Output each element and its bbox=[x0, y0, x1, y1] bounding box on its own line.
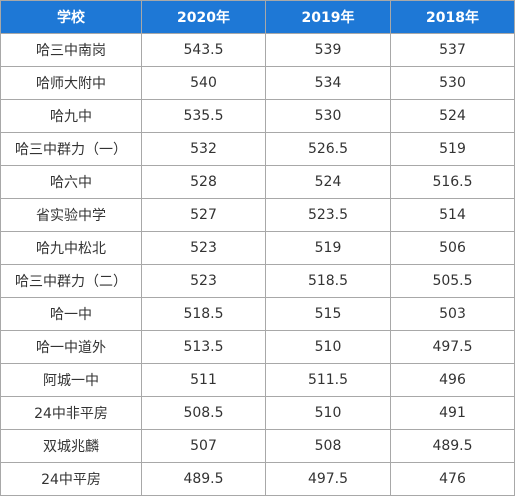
school-cell: 阿城一中 bbox=[0, 363, 142, 397]
score-2020-cell: 527 bbox=[141, 198, 266, 232]
score-2019-cell: 539 bbox=[265, 33, 391, 67]
score-2019-cell: 530 bbox=[265, 99, 391, 133]
score-2018-cell: 530 bbox=[390, 66, 515, 100]
score-2020-cell: 543.5 bbox=[141, 33, 266, 67]
score-2020-cell: 507 bbox=[141, 429, 266, 463]
table-row: 哈一中道外 513.5 510 497.5 bbox=[0, 330, 515, 364]
score-2020-cell: 523 bbox=[141, 264, 266, 298]
header-2019: 2019年 bbox=[265, 0, 391, 34]
score-2019-cell: 519 bbox=[265, 231, 391, 265]
school-cell: 哈九中松北 bbox=[0, 231, 142, 265]
score-2018-cell: 497.5 bbox=[390, 330, 515, 364]
score-2018-cell: 505.5 bbox=[390, 264, 515, 298]
table-row: 24中非平房 508.5 510 491 bbox=[0, 396, 515, 430]
table-row: 哈六中 528 524 516.5 bbox=[0, 165, 515, 199]
school-cell: 哈三中群力（一） bbox=[0, 132, 142, 166]
score-2019-cell: 497.5 bbox=[265, 462, 391, 496]
table-row: 省实验中学 527 523.5 514 bbox=[0, 198, 515, 232]
score-2018-cell: 506 bbox=[390, 231, 515, 265]
school-cell: 哈一中 bbox=[0, 297, 142, 331]
school-cell: 24中平房 bbox=[0, 462, 142, 496]
table-row: 哈三中群力（一） 532 526.5 519 bbox=[0, 132, 515, 166]
table-row: 哈三中群力（二） 523 518.5 505.5 bbox=[0, 264, 515, 298]
table-body: 哈三中南岗 543.5 539 537 哈师大附中 540 534 530 哈九中 535.5 53… bbox=[0, 33, 515, 496]
score-2020-cell: 523 bbox=[141, 231, 266, 265]
score-2018-cell: 537 bbox=[390, 33, 515, 67]
score-2020-cell: 540 bbox=[141, 66, 266, 100]
school-cell: 双城兆麟 bbox=[0, 429, 142, 463]
school-cell: 哈师大附中 bbox=[0, 66, 142, 100]
header-school: 学校 bbox=[0, 0, 142, 34]
table-row: 24中平房 489.5 497.5 476 bbox=[0, 462, 515, 496]
school-cell: 省实验中学 bbox=[0, 198, 142, 232]
header-2020: 2020年 bbox=[141, 0, 266, 34]
school-cell: 24中非平房 bbox=[0, 396, 142, 430]
score-2018-cell: 516.5 bbox=[390, 165, 515, 199]
table-row: 哈九中松北 523 519 506 bbox=[0, 231, 515, 265]
school-cell: 哈三中南岗 bbox=[0, 33, 142, 67]
score-2020-cell: 528 bbox=[141, 165, 266, 199]
score-2018-cell: 476 bbox=[390, 462, 515, 496]
header-row: 学校 2020年 2019年 2018年 bbox=[0, 0, 515, 34]
table-row: 阿城一中 511 511.5 496 bbox=[0, 363, 515, 397]
score-2019-cell: 511.5 bbox=[265, 363, 391, 397]
score-2019-cell: 526.5 bbox=[265, 132, 391, 166]
score-2020-cell: 518.5 bbox=[141, 297, 266, 331]
score-2018-cell: 503 bbox=[390, 297, 515, 331]
score-2019-cell: 510 bbox=[265, 330, 391, 364]
score-2019-cell: 510 bbox=[265, 396, 391, 430]
school-cell: 哈九中 bbox=[0, 99, 142, 133]
school-cell: 哈六中 bbox=[0, 165, 142, 199]
score-2020-cell: 511 bbox=[141, 363, 266, 397]
score-2020-cell: 513.5 bbox=[141, 330, 266, 364]
score-2020-cell: 489.5 bbox=[141, 462, 266, 496]
score-2019-cell: 523.5 bbox=[265, 198, 391, 232]
score-2018-cell: 514 bbox=[390, 198, 515, 232]
score-2018-cell: 491 bbox=[390, 396, 515, 430]
score-2019-cell: 518.5 bbox=[265, 264, 391, 298]
table-row: 哈一中 518.5 515 503 bbox=[0, 297, 515, 331]
score-2020-cell: 508.5 bbox=[141, 396, 266, 430]
school-cell: 哈三中群力（二） bbox=[0, 264, 142, 298]
table-row: 哈师大附中 540 534 530 bbox=[0, 66, 515, 100]
school-cell: 哈一中道外 bbox=[0, 330, 142, 364]
header-2018: 2018年 bbox=[390, 0, 515, 34]
score-2018-cell: 524 bbox=[390, 99, 515, 133]
score-2019-cell: 508 bbox=[265, 429, 391, 463]
score-2018-cell: 496 bbox=[390, 363, 515, 397]
score-2019-cell: 524 bbox=[265, 165, 391, 199]
score-2018-cell: 519 bbox=[390, 132, 515, 166]
table-header: 学校 2020年 2019年 2018年 bbox=[0, 0, 515, 34]
score-2020-cell: 535.5 bbox=[141, 99, 266, 133]
score-2018-cell: 489.5 bbox=[390, 429, 515, 463]
score-2019-cell: 515 bbox=[265, 297, 391, 331]
score-2019-cell: 534 bbox=[265, 66, 391, 100]
table-row: 哈三中南岗 543.5 539 537 bbox=[0, 33, 515, 67]
score-2020-cell: 532 bbox=[141, 132, 266, 166]
table-row: 哈九中 535.5 530 524 bbox=[0, 99, 515, 133]
table-row: 双城兆麟 507 508 489.5 bbox=[0, 429, 515, 463]
